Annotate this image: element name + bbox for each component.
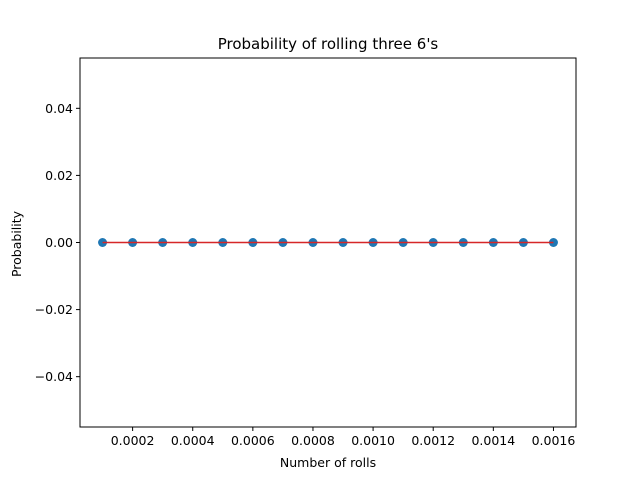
y-axis-label: Probability	[9, 210, 24, 277]
y-tick-label: 0.04	[45, 101, 73, 116]
x-tick-label: 0.0014	[471, 433, 515, 448]
x-axis: 0.0002 0.0004 0.0006 0.0008 0.0010 0.0012 0.00…	[111, 427, 576, 448]
series-layer	[98, 238, 558, 247]
x-axis-label: Number of rolls	[280, 455, 376, 470]
x-tick-label: 0.0012	[411, 433, 455, 448]
y-tick-label: −0.04	[35, 369, 73, 384]
x-tick-label: 0.0002	[111, 433, 155, 448]
x-tick-label: 0.0010	[351, 433, 395, 448]
y-tick-label: −0.02	[35, 302, 73, 317]
x-tick-label: 0.0004	[171, 433, 215, 448]
y-axis: −0.04 −0.02 0.00 0.02 0.04	[35, 101, 80, 384]
y-tick-label: 0.00	[45, 235, 73, 250]
x-tick-label: 0.0006	[231, 433, 275, 448]
chart-title: Probability of rolling three 6's	[218, 35, 439, 53]
x-tick-label: 0.0016	[532, 433, 576, 448]
y-tick-label: 0.02	[45, 168, 73, 183]
x-tick-label: 0.0008	[291, 433, 335, 448]
